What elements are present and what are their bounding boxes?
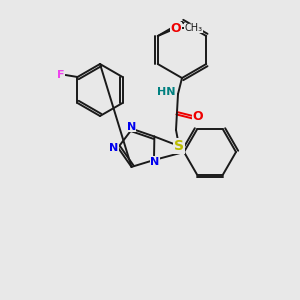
Text: N: N	[110, 143, 118, 153]
Text: F: F	[57, 70, 64, 80]
Text: S: S	[174, 139, 184, 153]
Text: CH₃: CH₃	[185, 23, 203, 33]
Text: HN: HN	[157, 87, 175, 97]
Text: O: O	[193, 110, 203, 122]
Text: N: N	[150, 157, 160, 167]
Text: O: O	[170, 22, 181, 35]
Text: N: N	[127, 122, 136, 132]
